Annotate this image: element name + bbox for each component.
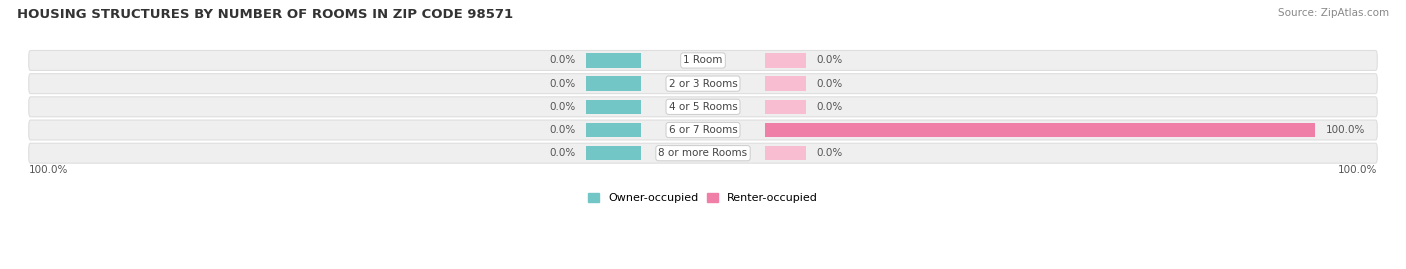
Bar	[765, 100, 806, 114]
Bar	[586, 123, 641, 137]
Text: 6 or 7 Rooms: 6 or 7 Rooms	[669, 125, 737, 135]
Legend: Owner-occupied, Renter-occupied: Owner-occupied, Renter-occupied	[583, 189, 823, 208]
Text: 0.0%: 0.0%	[550, 125, 575, 135]
Bar	[586, 146, 641, 160]
Bar	[586, 100, 641, 114]
Text: 0.0%: 0.0%	[817, 79, 842, 89]
Text: 100.0%: 100.0%	[28, 165, 67, 175]
Text: 1 Room: 1 Room	[683, 55, 723, 65]
Bar	[586, 76, 641, 91]
Text: 100.0%: 100.0%	[1339, 165, 1378, 175]
Text: HOUSING STRUCTURES BY NUMBER OF ROOMS IN ZIP CODE 98571: HOUSING STRUCTURES BY NUMBER OF ROOMS IN…	[17, 8, 513, 21]
Bar	[765, 76, 806, 91]
Text: 4 or 5 Rooms: 4 or 5 Rooms	[669, 102, 737, 112]
FancyBboxPatch shape	[28, 51, 1378, 70]
FancyBboxPatch shape	[28, 143, 1378, 163]
Text: 0.0%: 0.0%	[817, 102, 842, 112]
Text: 0.0%: 0.0%	[550, 102, 575, 112]
FancyBboxPatch shape	[28, 74, 1378, 94]
Text: 8 or more Rooms: 8 or more Rooms	[658, 148, 748, 158]
Bar	[765, 53, 806, 68]
Text: 2 or 3 Rooms: 2 or 3 Rooms	[669, 79, 737, 89]
Text: Source: ZipAtlas.com: Source: ZipAtlas.com	[1278, 8, 1389, 18]
Text: 0.0%: 0.0%	[550, 148, 575, 158]
Text: 100.0%: 100.0%	[1326, 125, 1365, 135]
Text: 0.0%: 0.0%	[817, 148, 842, 158]
Text: 0.0%: 0.0%	[817, 55, 842, 65]
FancyBboxPatch shape	[28, 97, 1378, 117]
Bar	[586, 53, 641, 68]
Bar	[765, 123, 1316, 137]
FancyBboxPatch shape	[28, 120, 1378, 140]
Bar	[765, 146, 806, 160]
Text: 0.0%: 0.0%	[550, 55, 575, 65]
Text: 0.0%: 0.0%	[550, 79, 575, 89]
